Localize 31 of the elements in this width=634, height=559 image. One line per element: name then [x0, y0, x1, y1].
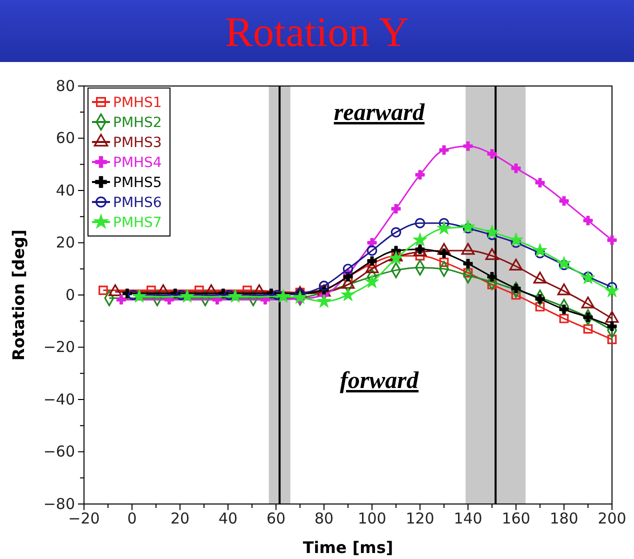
- x-tick-label: 40: [218, 510, 238, 528]
- annotation: rearward: [334, 100, 426, 126]
- x-tick-label: 160: [502, 510, 530, 528]
- x-tick-label: 120: [406, 510, 434, 528]
- x-axis-title: Time [ms]: [302, 538, 394, 557]
- legend-label: PMHS2: [113, 115, 162, 131]
- x-tick-label: 200: [598, 510, 626, 528]
- x-tick-label: 100: [358, 510, 386, 528]
- x-tick-label: 60: [266, 510, 286, 528]
- legend-label: PMHS5: [113, 175, 162, 191]
- y-axis-title: Rotation [deg]: [9, 229, 28, 361]
- y-tick-label: 0: [65, 286, 75, 304]
- chart-title: Rotation Y: [225, 10, 409, 56]
- x-tick-label: 180: [550, 510, 578, 528]
- legend-label: PMHS1: [113, 95, 162, 111]
- x-tick-label: 80: [314, 510, 334, 528]
- y-tick-label: −20: [43, 338, 75, 356]
- y-tick-label: −40: [43, 390, 75, 408]
- y-tick-label: 80: [56, 76, 75, 95]
- legend-label: PMHS4: [113, 155, 162, 171]
- legend-label: PMHS6: [113, 195, 162, 211]
- legend-label: PMHS7: [113, 215, 162, 231]
- legend-label: PMHS3: [113, 135, 162, 151]
- y-tick-label: 60: [56, 129, 75, 148]
- annotation: forward: [340, 368, 420, 394]
- y-tick-label: 40: [56, 181, 75, 200]
- x-tick-label: 20: [170, 510, 190, 528]
- x-tick-label: 140: [454, 510, 482, 528]
- x-tick-label: 0: [127, 510, 137, 528]
- y-tick-label: 20: [56, 234, 75, 252]
- y-tick-label: −60: [43, 442, 75, 461]
